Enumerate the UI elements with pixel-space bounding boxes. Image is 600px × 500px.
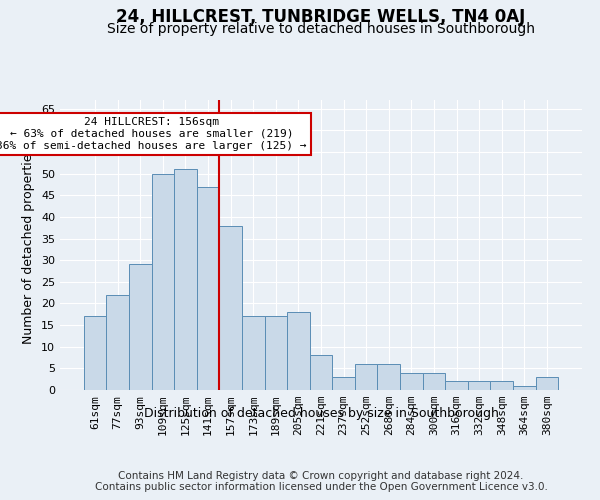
Bar — [355, 364, 377, 390]
Bar — [174, 170, 197, 390]
Bar — [242, 316, 265, 390]
Bar — [197, 186, 220, 390]
Bar — [513, 386, 536, 390]
Bar — [287, 312, 310, 390]
Bar — [490, 382, 513, 390]
Bar — [106, 295, 129, 390]
Bar — [468, 382, 490, 390]
Bar — [536, 377, 558, 390]
Bar — [265, 316, 287, 390]
Text: Distribution of detached houses by size in Southborough: Distribution of detached houses by size … — [143, 408, 499, 420]
Bar — [84, 316, 106, 390]
Text: 24 HILLCREST: 156sqm
← 63% of detached houses are smaller (219)
36% of semi-deta: 24 HILLCREST: 156sqm ← 63% of detached h… — [0, 118, 307, 150]
Bar — [129, 264, 152, 390]
Bar — [220, 226, 242, 390]
Bar — [422, 372, 445, 390]
Bar — [332, 377, 355, 390]
Bar — [445, 382, 468, 390]
Bar — [310, 356, 332, 390]
Text: Size of property relative to detached houses in Southborough: Size of property relative to detached ho… — [107, 22, 535, 36]
Y-axis label: Number of detached properties: Number of detached properties — [22, 146, 35, 344]
Text: Contains HM Land Registry data © Crown copyright and database right 2024.
Contai: Contains HM Land Registry data © Crown c… — [95, 471, 547, 492]
Text: 24, HILLCREST, TUNBRIDGE WELLS, TN4 0AJ: 24, HILLCREST, TUNBRIDGE WELLS, TN4 0AJ — [116, 8, 526, 26]
Bar — [152, 174, 174, 390]
Bar — [377, 364, 400, 390]
Bar — [400, 372, 422, 390]
